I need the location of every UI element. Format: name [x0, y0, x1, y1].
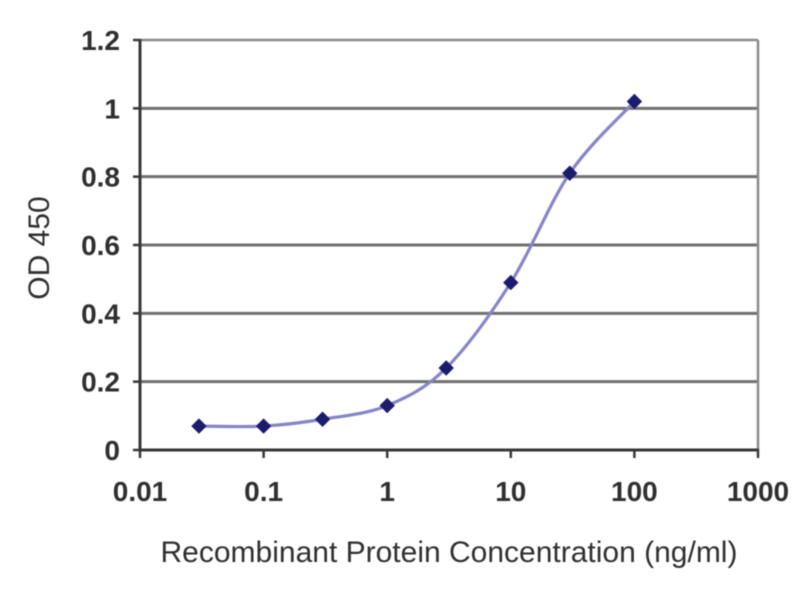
- y-tick-label: 0: [104, 435, 120, 466]
- y-tick-label: 0.6: [81, 230, 120, 261]
- data-point-marker: [562, 165, 578, 181]
- y-tick-label: 0.8: [81, 162, 120, 193]
- x-tick-label: 1: [379, 476, 395, 507]
- x-tick-label: 10: [495, 476, 526, 507]
- y-axis-title: OD 450: [23, 196, 56, 300]
- x-tick-label: 1000: [727, 476, 789, 507]
- y-tick-label: 1.2: [81, 25, 120, 56]
- x-tick-label: 100: [611, 476, 658, 507]
- y-tick-label: 1: [104, 93, 120, 124]
- x-axis-title: Recombinant Protein Concentration (ng/ml…: [160, 536, 738, 569]
- data-point-marker: [191, 418, 207, 434]
- data-point-marker: [626, 93, 643, 110]
- data-point-marker: [255, 418, 272, 434]
- y-tick-label: 0.4: [81, 298, 120, 329]
- data-point-marker: [379, 397, 395, 414]
- series-line: [197, 99, 636, 429]
- data-point-marker: [503, 274, 519, 291]
- x-tick-label: 0.1: [244, 476, 283, 507]
- data-point-marker: [314, 411, 331, 427]
- data-point-marker: [438, 360, 454, 376]
- x-tick-label: 0.01: [113, 476, 168, 507]
- y-tick-label: 0.2: [81, 367, 120, 398]
